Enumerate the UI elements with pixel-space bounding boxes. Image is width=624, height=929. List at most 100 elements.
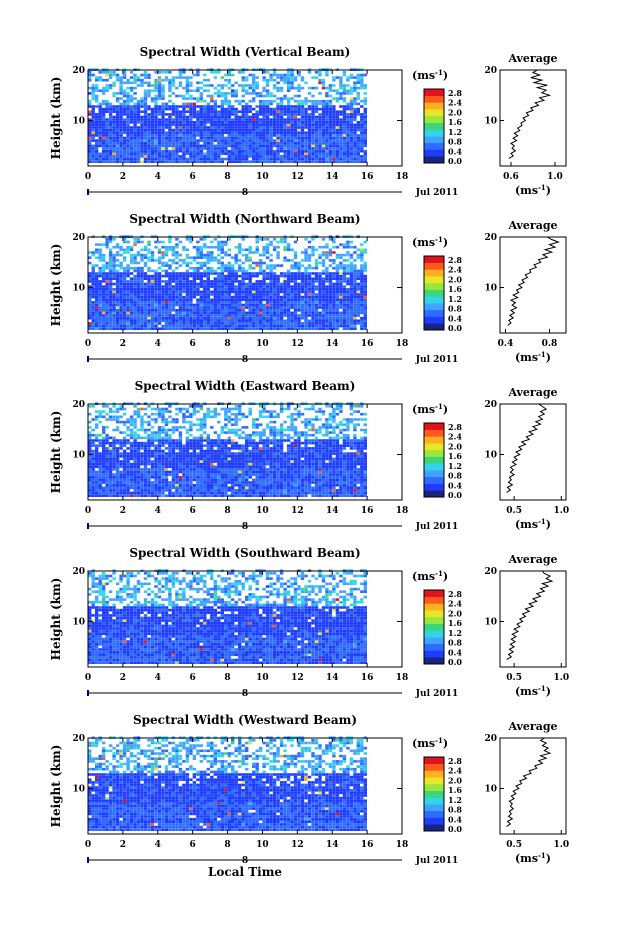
heatmap-cell [224, 327, 228, 330]
heatmap-cell [168, 301, 172, 304]
heatmap-cell [182, 142, 186, 145]
heatmap-cell [339, 84, 343, 87]
heatmap-cell [255, 147, 259, 150]
heatmap-cell [133, 285, 137, 288]
heatmap-cell [185, 316, 190, 320]
heatmap-cell [171, 105, 176, 108]
heatmap-cell [161, 261, 165, 265]
heatmap-cell [283, 288, 287, 291]
heatmap-cell [252, 149, 256, 153]
heatmap-cell [265, 142, 270, 145]
heatmap-cell [157, 303, 162, 307]
heatmap-cell [325, 295, 329, 299]
heatmap-cell [269, 293, 273, 296]
heatmap-cell [231, 494, 235, 497]
heatmap-cell [105, 494, 109, 497]
heatmap-cell [126, 99, 130, 103]
heatmap-cell [105, 274, 109, 278]
heatmap-cell [175, 86, 179, 90]
heatmap-cell [290, 290, 294, 294]
heatmap-cell [245, 269, 249, 273]
heatmap-cell [112, 314, 116, 317]
heatmap-cell [227, 272, 231, 275]
heatmap-cell [136, 324, 141, 328]
heatmap-cell [259, 238, 263, 241]
heatmap-cell [98, 71, 102, 74]
heatmap-cell [178, 303, 183, 307]
heatmap-cell [300, 155, 305, 158]
heatmap-cell [182, 277, 186, 280]
heatmap-cell [360, 86, 364, 90]
heatmap-cell [335, 491, 340, 495]
heatmap-cell [328, 288, 333, 291]
x-tick-label: 14 [326, 172, 339, 182]
heatmap-cell [95, 147, 99, 150]
heatmap-cell [300, 86, 305, 90]
heatmap-cell [119, 316, 123, 320]
heatmap-cell [356, 274, 360, 278]
heatmap-cell [248, 309, 252, 312]
heatmap-cell [185, 118, 190, 121]
heatmap-cell [293, 144, 298, 148]
heatmap-cell [342, 128, 347, 132]
heatmap-cell [353, 303, 357, 307]
heatmap-cell [269, 272, 273, 275]
heatmap-cell [325, 121, 329, 124]
heatmap-cell [206, 259, 210, 262]
heatmap-cell [126, 128, 130, 132]
heatmap-cell [286, 76, 291, 79]
heatmap-cell [119, 97, 123, 100]
heatmap-cell [108, 491, 113, 495]
heatmap-cell [304, 269, 308, 273]
heatmap-cell [279, 105, 284, 108]
heatmap-cell [349, 494, 354, 497]
heatmap-cell [307, 155, 312, 158]
heatmap-cell [154, 259, 158, 262]
heatmap-cell [196, 266, 200, 270]
heatmap-cell [290, 142, 294, 145]
heatmap-cell [297, 147, 301, 150]
heatmap-cell [342, 274, 347, 278]
heatmap-cell [265, 314, 270, 317]
heatmap-cell [259, 280, 263, 283]
heatmap-cell [143, 107, 148, 111]
heatmap-cell [171, 147, 176, 150]
heatmap [88, 68, 367, 163]
heatmap-cell [234, 113, 238, 116]
heatmap-cell [349, 86, 354, 90]
heatmap-cell [108, 84, 113, 87]
heatmap-cell [112, 126, 116, 129]
heatmap-cell [356, 306, 360, 309]
heatmap-cell [133, 301, 137, 304]
heatmap-cell [356, 152, 360, 156]
heatmap-cell [349, 298, 354, 302]
heatmap-cell [276, 240, 280, 244]
heatmap-cell [339, 319, 343, 323]
heatmap-cell [210, 319, 214, 323]
heatmap-cell [300, 102, 305, 106]
heatmap-cell [245, 102, 249, 106]
heatmap-cell [210, 97, 214, 100]
heatmap-cell [98, 134, 102, 137]
heatmap-cell [307, 139, 312, 142]
heatmap-cell [314, 274, 319, 278]
heatmap-cell [199, 144, 203, 148]
heatmap-cell [342, 144, 347, 148]
x-tick-label: 10 [256, 339, 269, 349]
heatmap-cell [105, 277, 109, 280]
heatmap-cell [185, 277, 190, 280]
heatmap-cell [293, 139, 298, 142]
heatmap-cell [346, 243, 350, 246]
heatmap-cell [283, 110, 287, 113]
heatmap-cell [245, 126, 249, 129]
heatmap-cell [150, 121, 155, 124]
heatmap-cell [318, 147, 322, 150]
heatmap-cell [241, 107, 245, 111]
heatmap-cell [265, 309, 270, 312]
heatmap-cell [189, 261, 193, 265]
heatmap-cell [231, 118, 235, 121]
heatmap-cell [248, 301, 252, 304]
heatmap-cell [227, 306, 231, 309]
heatmap-cell [210, 316, 214, 320]
heatmap-cell [255, 110, 259, 113]
